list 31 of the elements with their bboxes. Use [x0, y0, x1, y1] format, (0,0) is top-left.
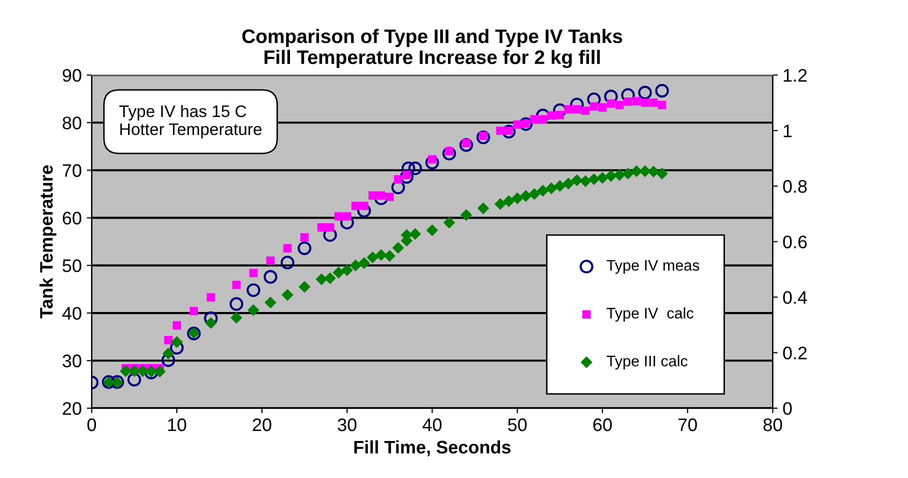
y-tick-label: 20: [62, 402, 82, 415]
y-tick-label: 80: [62, 116, 82, 130]
y2-tick-label: 0: [783, 402, 792, 415]
y2-tick-label: 1.2: [784, 68, 807, 82]
y-tick-label: 30: [62, 354, 82, 368]
legend-label: Type IV meas: [606, 260, 700, 274]
legend-label: Type IV calc: [606, 307, 694, 322]
y2-tick-label: 0.4: [783, 291, 807, 304]
x-tick-label: 50: [508, 418, 527, 432]
y2-tick-label: 1: [784, 124, 792, 138]
x-tick-label: 60: [593, 418, 612, 432]
y2-tick-label: 0.2: [783, 346, 807, 360]
y2-tick-label: 0.8: [783, 180, 807, 193]
y-tick-label: 50: [62, 259, 82, 272]
y-tick-label: 60: [62, 212, 82, 225]
x-tick-label: 20: [252, 418, 272, 432]
y-tick-label: 70: [62, 164, 82, 177]
y2-tick-label: 0.6: [783, 236, 807, 248]
legend-label: Type III calc: [606, 355, 688, 370]
y-tick-label: 40: [62, 306, 82, 320]
x-tick-label: 70: [678, 418, 697, 432]
x-tick-label: 40: [422, 418, 442, 432]
x-axis-title: Fill Time, Seconds: [354, 440, 511, 456]
x-tick-label: 0: [87, 418, 96, 432]
y-axis-title: Tank Temperature: [40, 165, 56, 318]
y-tick-label: 90: [62, 68, 82, 82]
x-tick-label: 80: [763, 418, 782, 432]
x-tick-label: 30: [338, 418, 356, 432]
annotation: Type IV has 15 C Hotter Temperature: [119, 104, 262, 138]
chart-title: Comparison of Type III and Type IV Tanks Fill Temperature Increase for 2 kg fill: [242, 28, 622, 68]
x-tick-label: 10: [168, 418, 186, 432]
